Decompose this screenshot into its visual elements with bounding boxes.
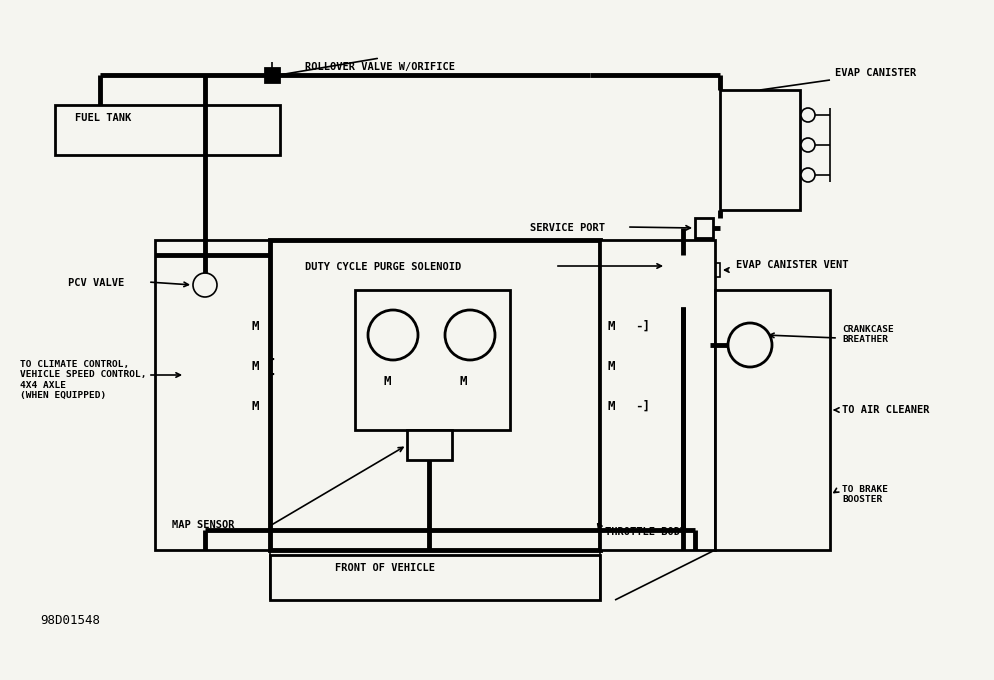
Bar — [715, 290, 830, 550]
Text: FUEL TANK: FUEL TANK — [75, 113, 131, 123]
Text: ROLLOVER VALVE W/ORIFICE: ROLLOVER VALVE W/ORIFICE — [305, 62, 455, 72]
Text: THROTTLE BODY: THROTTLE BODY — [605, 527, 686, 537]
Bar — [407, 430, 452, 460]
Text: EVAP CANISTER: EVAP CANISTER — [835, 68, 916, 78]
Text: M: M — [252, 320, 259, 333]
Circle shape — [801, 138, 815, 152]
Circle shape — [193, 273, 217, 297]
Text: M: M — [252, 400, 259, 413]
Text: TO CLIMATE CONTROL,
VEHICLE SPEED CONTROL,
4X4 AXLE
(WHEN EQUIPPED): TO CLIMATE CONTROL, VEHICLE SPEED CONTRO… — [20, 360, 146, 401]
Circle shape — [728, 323, 772, 367]
Text: M: M — [608, 400, 615, 413]
Bar — [270, 555, 600, 600]
Bar — [355, 290, 510, 430]
Text: [: [ — [265, 358, 276, 376]
Text: 98D01548: 98D01548 — [40, 614, 100, 627]
Text: -]: -] — [635, 400, 650, 413]
Bar — [155, 240, 270, 550]
Text: DUTY CYCLE PURGE SOLENOID: DUTY CYCLE PURGE SOLENOID — [305, 262, 461, 272]
Text: SERVICE PORT: SERVICE PORT — [530, 223, 605, 233]
Bar — [55, 105, 280, 155]
Text: M: M — [608, 360, 615, 373]
Text: TO AIR CLEANER: TO AIR CLEANER — [842, 405, 929, 415]
Circle shape — [445, 310, 495, 360]
Bar — [706, 263, 720, 277]
Bar — [671, 277, 696, 307]
Text: M: M — [383, 375, 391, 388]
Text: FRONT OF VEHICLE: FRONT OF VEHICLE — [335, 563, 435, 573]
Text: M: M — [460, 375, 467, 388]
Text: MAP SENSOR: MAP SENSOR — [172, 520, 235, 530]
Circle shape — [801, 108, 815, 122]
Text: CRANKCASE
BREATHER: CRANKCASE BREATHER — [842, 325, 894, 344]
Bar — [695, 218, 713, 238]
Bar — [270, 240, 600, 550]
Bar — [265, 68, 279, 82]
Text: M: M — [608, 320, 615, 333]
Bar — [666, 255, 701, 277]
Text: -]: -] — [635, 320, 650, 333]
Text: M: M — [252, 360, 259, 373]
Text: TO BRAKE
BOOSTER: TO BRAKE BOOSTER — [842, 485, 888, 505]
Circle shape — [801, 168, 815, 182]
Text: EVAP CANISTER VENT: EVAP CANISTER VENT — [736, 260, 849, 270]
Circle shape — [368, 310, 418, 360]
Bar — [720, 90, 800, 210]
Text: PCV VALVE: PCV VALVE — [68, 278, 124, 288]
Bar — [600, 240, 715, 550]
